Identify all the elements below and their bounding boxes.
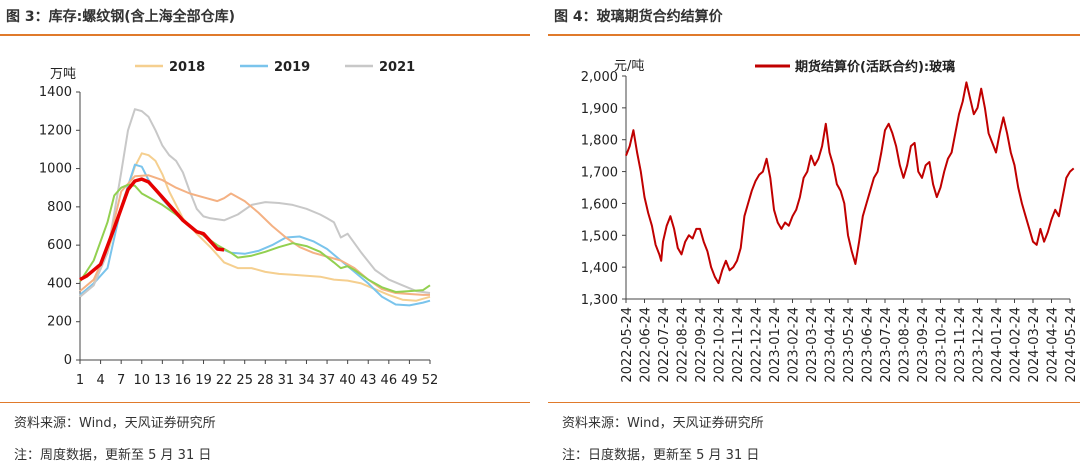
- x-tick-label: 2022-05-24: [620, 307, 635, 383]
- x-tick-label: 22: [216, 373, 233, 388]
- x-tick-label: 2023-07-24: [879, 307, 894, 383]
- y-tick-label: 200: [47, 315, 72, 330]
- x-tick-label: 16: [175, 373, 192, 388]
- y-tick-label: 1,800: [581, 134, 618, 149]
- series-line: [625, 81, 1075, 285]
- x-tick-label: 2023-05-24: [842, 307, 857, 383]
- x-tick-label: 7: [117, 373, 125, 388]
- x-tick-label: 46: [381, 373, 398, 388]
- x-tick-label: 34: [298, 373, 315, 388]
- right-title-rule: [548, 34, 1080, 36]
- series-line-0: [79, 152, 431, 302]
- x-tick-label: 2022-09-24: [694, 307, 709, 383]
- y-tick-label: 0: [64, 353, 72, 368]
- x-tick-label: 2024-04-24: [1046, 307, 1061, 383]
- x-tick-label: 2023-04-24: [824, 307, 839, 383]
- x-tick-label: 2022-08-24: [676, 307, 691, 383]
- x-tick-label: 10: [133, 373, 150, 388]
- right-footnote: 注：日度数据，更新至 5 月 31 日: [562, 448, 760, 463]
- x-tick-label: 2023-06-24: [861, 307, 876, 383]
- x-tick-label: 2022-11-24: [731, 307, 746, 383]
- y-tick-label: 1,300: [581, 293, 618, 308]
- x-tick-label: 28: [257, 373, 274, 388]
- x-tick-label: 1: [76, 373, 84, 388]
- x-tick-label: 2023-01-24: [768, 307, 783, 383]
- y-tick-label: 1200: [39, 123, 72, 138]
- y-tick-label: 1,700: [581, 166, 618, 181]
- left-footnote: 注：周度数据，更新至 5 月 31 日: [14, 448, 212, 463]
- x-tick-label: 2023-12-24: [972, 307, 987, 383]
- x-tick-label: 2024-05-24: [1064, 307, 1079, 383]
- x-tick-label: 25: [236, 373, 253, 388]
- right-figure-panel: 图 4：玻璃期货合约结算价 元/吨 1,300 1,400 1,500 1,600 1,7…: [548, 0, 1080, 469]
- series-line-5: [79, 177, 225, 282]
- y-unit-label: 元/吨: [614, 59, 644, 74]
- x-tick-label: 2023-10-24: [935, 307, 950, 383]
- right-figure-title: 图 4：玻璃期货合约结算价: [554, 9, 723, 25]
- x-tick-label: 31: [278, 373, 295, 388]
- y-tick-label: 400: [47, 276, 72, 291]
- x-tick-label: 2024-03-24: [1027, 307, 1042, 383]
- x-tick-label: 2023-08-24: [898, 307, 913, 383]
- series-line-2: [79, 108, 431, 298]
- x-tick-label: 2024-02-24: [1009, 307, 1024, 383]
- x-tick-label: 2023-09-24: [916, 307, 931, 383]
- x-tick-label: 49: [401, 373, 418, 388]
- x-tick-label: 37: [319, 373, 336, 388]
- x-tick-label: 19: [195, 373, 212, 388]
- left-title-rule: [0, 34, 530, 36]
- legend-label: 期货结算价(活跃合约):玻璃: [795, 59, 955, 75]
- legend-label: 2018: [169, 60, 205, 75]
- right-source-note: 资料来源：Wind，天风证券研究所: [562, 416, 764, 431]
- y-unit-label: 万吨: [50, 67, 76, 82]
- x-tick-label: 2024-01-24: [990, 307, 1005, 383]
- series-line-1: [79, 163, 431, 307]
- x-tick-label: 2023-03-24: [805, 307, 820, 383]
- left-footer-rule: [0, 402, 530, 403]
- left-figure-panel: 图 3：库存:螺纹钢(含上海全部仓库) 万吨 0 200 400 600 800 1000 1…: [0, 0, 530, 469]
- x-tick-label: 2023-11-24: [953, 307, 968, 383]
- y-tick-label: 800: [47, 200, 72, 215]
- x-tick-label: 2022-07-24: [657, 307, 672, 383]
- x-tick-label: 4: [96, 373, 104, 388]
- x-tick-label: 2023-02-24: [787, 307, 802, 383]
- y-tick-label: 2,000: [581, 70, 618, 85]
- x-tick-label: 52: [422, 373, 439, 388]
- left-figure-title: 图 3：库存:螺纹钢(含上海全部仓库): [6, 9, 236, 25]
- y-tick-label: 1,500: [581, 229, 618, 244]
- x-tick-label: 2022-06-24: [639, 307, 654, 383]
- y-tick-label: 1,400: [581, 261, 618, 276]
- x-tick-label: 43: [360, 373, 377, 388]
- legend-label: 2021: [379, 60, 415, 75]
- x-tick-label: 13: [154, 373, 171, 388]
- legend-label: 2019: [274, 60, 310, 75]
- right-footer-rule: [548, 402, 1080, 403]
- series-line-4: [79, 183, 431, 293]
- y-tick-label: 1000: [39, 162, 72, 177]
- right-line-chart: 元/吨 1,300 1,400 1,500 1,600 1,700 1,800 1,900 2,…: [581, 59, 1079, 383]
- left-source-note: 资料来源：Wind，天风证券研究所: [14, 416, 216, 431]
- left-line-chart: 万吨 0 200 400 600 800 1000 1200 1400 1 4 7 10 13 16 19 22…: [39, 60, 439, 388]
- y-tick-label: 600: [47, 238, 72, 253]
- x-tick-label: 2022-12-24: [750, 307, 765, 383]
- y-tick-label: 1,600: [581, 197, 618, 212]
- series-line-3: [79, 174, 430, 296]
- y-tick-label: 1,900: [581, 102, 618, 117]
- x-tick-label: 2022-10-24: [713, 307, 728, 383]
- x-tick-label: 40: [339, 373, 356, 388]
- y-tick-label: 1400: [39, 85, 72, 100]
